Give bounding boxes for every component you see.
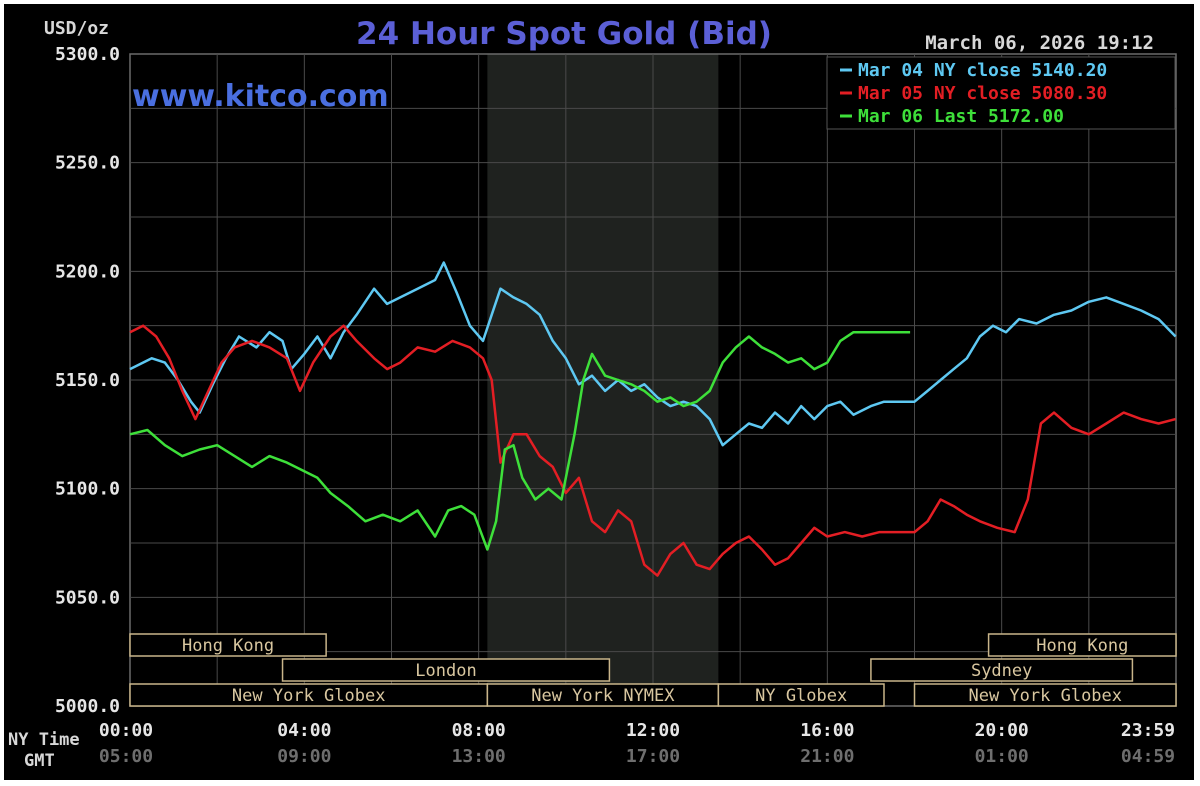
chart-frame: Hong Kong London New York Globex New York N… — [4, 4, 1194, 780]
series-line-0 — [129, 261, 1177, 447]
chart-title: 24 Hour Spot Gold (Bid) — [356, 16, 772, 52]
legend-entry: Mar 05 NY close 5080.30 — [858, 83, 1107, 104]
session-box — [281, 658, 611, 682]
session-label: London — [415, 661, 476, 681]
session-box — [913, 683, 1177, 707]
x-tick-ny: 23:59 — [1121, 720, 1175, 741]
session-label: New York NYMEX — [531, 686, 675, 706]
website-watermark[interactable]: www.kitco.com — [132, 79, 389, 114]
session-label: Hong Kong — [182, 636, 274, 656]
session-label: Hong Kong — [1036, 636, 1128, 656]
session-label: Sydney — [971, 661, 1032, 681]
gold-price-chart: Hong Kong London New York Globex New York N… — [4, 4, 1194, 780]
y-tick-label: 5200.0 — [55, 261, 120, 282]
session-box — [987, 633, 1177, 657]
x-tick-ny: 04:00 — [277, 720, 331, 741]
x-tick-gmt: 05:00 — [99, 746, 153, 767]
y-tick-label: 5250.0 — [55, 153, 120, 174]
x-tick-ny: 08:00 — [452, 720, 506, 741]
x-tick-gmt: 01:00 — [975, 746, 1029, 767]
legend-entry: Mar 04 NY close 5140.20 — [858, 60, 1107, 81]
session-box — [717, 683, 885, 707]
y-tick-label: 5000.0 — [55, 696, 120, 717]
session-box — [870, 658, 1134, 682]
x-tick-gmt: 21:00 — [800, 746, 854, 767]
session-label: NY Globex — [755, 686, 847, 706]
x-tick-gmt: 09:00 — [277, 746, 331, 767]
x-tick-ny: 20:00 — [975, 720, 1029, 741]
y-tick-label: 5100.0 — [55, 479, 120, 500]
x-tick-ny: 12:00 — [626, 720, 680, 741]
x-tick-ny: 00:00 — [99, 720, 153, 741]
session-box — [129, 633, 327, 657]
y-unit-label: USD/oz — [44, 18, 109, 39]
chart-timestamp: March 06, 2026 19:12 — [925, 32, 1154, 54]
gmt-row-label: GMT — [24, 751, 55, 771]
x-tick-ny: 16:00 — [800, 720, 854, 741]
series-line-2 — [129, 330, 911, 551]
legend-entry: Mar 06 Last 5172.00 — [858, 106, 1064, 127]
session-label: New York Globex — [232, 686, 386, 706]
session-label: New York Globex — [968, 686, 1122, 706]
series-line-1 — [129, 324, 1176, 577]
y-tick-label: 5150.0 — [55, 370, 120, 391]
y-tick-label: 5300.0 — [55, 44, 120, 65]
x-tick-gmt: 13:00 — [452, 746, 506, 767]
y-tick-label: 5050.0 — [55, 587, 120, 608]
x-tick-gmt: 17:00 — [626, 746, 680, 767]
x-tick-gmt: 04:59 — [1121, 746, 1175, 767]
ny-time-row-label: NY Time — [8, 730, 80, 750]
